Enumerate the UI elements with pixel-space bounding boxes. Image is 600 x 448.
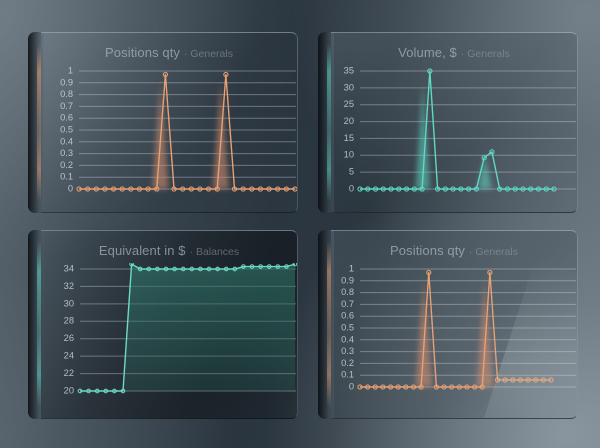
svg-text:0.5: 0.5 (60, 124, 73, 134)
svg-text:30: 30 (64, 298, 74, 308)
svg-text:15: 15 (344, 133, 354, 143)
svg-text:0: 0 (349, 381, 354, 391)
svg-text:1: 1 (349, 263, 354, 273)
svg-text:0.5: 0.5 (341, 322, 354, 332)
svg-text:28: 28 (64, 316, 74, 326)
svg-text:35: 35 (344, 65, 354, 75)
svg-text:26: 26 (64, 333, 74, 343)
svg-text:0.3: 0.3 (341, 346, 354, 356)
svg-text:34: 34 (64, 263, 74, 273)
svg-text:0.4: 0.4 (341, 334, 354, 344)
svg-text:0: 0 (68, 183, 73, 193)
svg-text:30: 30 (344, 82, 354, 92)
svg-text:0.9: 0.9 (341, 275, 354, 285)
svg-text:0.7: 0.7 (341, 299, 354, 309)
svg-text:0.3: 0.3 (60, 148, 73, 158)
svg-text:22: 22 (64, 368, 74, 378)
svg-text:25: 25 (344, 99, 354, 109)
svg-text:5: 5 (349, 167, 354, 177)
svg-text:0: 0 (349, 183, 354, 193)
svg-text:0.1: 0.1 (60, 172, 73, 182)
svg-text:1: 1 (68, 65, 73, 75)
svg-text:0.2: 0.2 (60, 160, 73, 170)
svg-text:0.4: 0.4 (60, 136, 73, 146)
svg-text:0.7: 0.7 (60, 101, 73, 111)
svg-text:32: 32 (64, 281, 74, 291)
svg-text:0.8: 0.8 (60, 89, 73, 99)
svg-text:0.1: 0.1 (341, 370, 354, 380)
svg-text:0.9: 0.9 (60, 77, 73, 87)
svg-text:24: 24 (64, 351, 74, 361)
svg-text:0.6: 0.6 (341, 311, 354, 321)
svg-text:20: 20 (344, 116, 354, 126)
svg-text:0.2: 0.2 (341, 358, 354, 368)
svg-text:0.6: 0.6 (60, 113, 73, 123)
svg-text:10: 10 (344, 150, 354, 160)
svg-text:20: 20 (64, 385, 74, 395)
svg-text:0.8: 0.8 (341, 287, 354, 297)
